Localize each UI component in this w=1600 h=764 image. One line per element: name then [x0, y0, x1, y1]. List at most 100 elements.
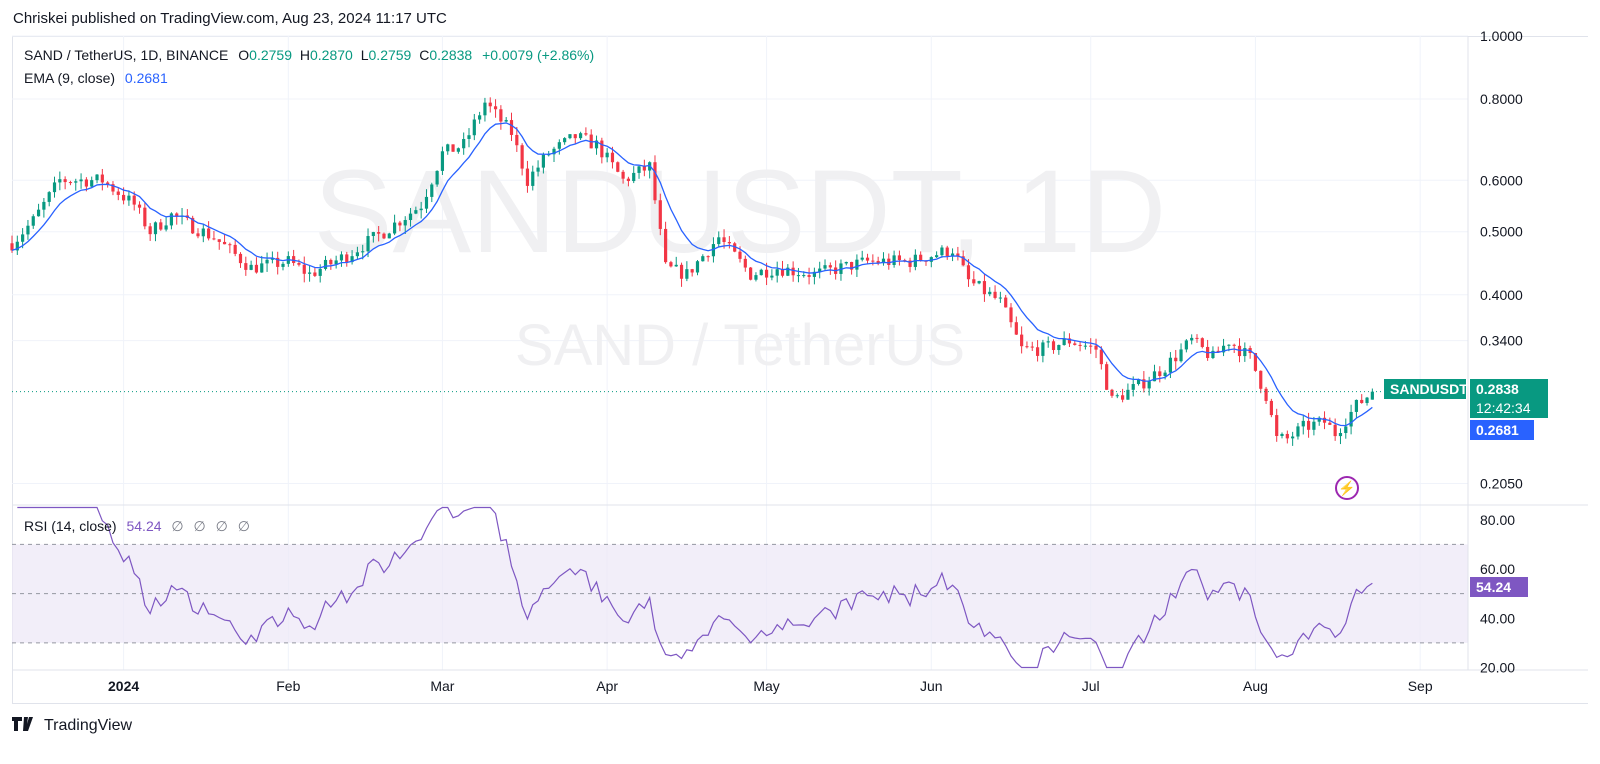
candle-body — [669, 262, 673, 267]
candle-body — [871, 260, 875, 262]
candle-body — [796, 275, 801, 277]
candle-body — [297, 263, 301, 265]
rsi-value-tag: 54.24 — [1470, 577, 1528, 597]
candle-body — [323, 259, 328, 269]
candle-body — [950, 253, 955, 257]
candle-body — [419, 208, 423, 211]
candle-body — [1020, 334, 1024, 347]
lightning-icon[interactable]: ⚡ — [1335, 476, 1359, 500]
candle-body — [345, 254, 349, 263]
candle-body — [1136, 379, 1141, 385]
candle-body — [329, 259, 333, 265]
candle-body — [36, 209, 41, 217]
candle-body — [132, 195, 136, 205]
candle-body — [1370, 391, 1374, 400]
candle-body — [1099, 349, 1103, 365]
symbol-price-tag: SANDUSDT — [1384, 379, 1468, 399]
candle-body — [478, 115, 482, 120]
candle-body — [169, 213, 174, 226]
candle-body — [1121, 395, 1125, 400]
date-tick-label: Jul — [1082, 678, 1100, 694]
rsi-tick-label: 20.00 — [1480, 660, 1515, 676]
rsi-polyline — [17, 506, 1373, 669]
candle-body — [281, 263, 285, 267]
candle-body — [881, 258, 886, 264]
rsi-line — [17, 506, 1373, 669]
candle-body — [531, 171, 535, 186]
candle-body — [106, 182, 110, 185]
symbol-title[interactable]: SAND / TetherUS, 1D, BINANCE — [24, 47, 229, 63]
candle-body — [701, 256, 705, 262]
tradingview-logo-icon — [12, 716, 38, 736]
date-tick-label: 2024 — [108, 678, 139, 694]
candle-body — [403, 220, 407, 226]
candle-body — [807, 275, 811, 277]
candle-body — [1073, 343, 1077, 345]
candle-body — [318, 268, 322, 276]
candles — [10, 97, 1374, 446]
candle-body — [1349, 411, 1353, 427]
candle-body — [1338, 433, 1343, 437]
candle-body — [462, 138, 466, 149]
candle-body — [897, 255, 902, 261]
candle-body — [58, 179, 62, 183]
candle-body — [276, 257, 280, 267]
rsi-band — [12, 543, 1468, 644]
candle-body — [1328, 422, 1332, 425]
price-tick-label: 0.4000 — [1480, 287, 1523, 303]
candle-body — [568, 134, 572, 139]
candle-body — [10, 243, 14, 251]
candle-body — [26, 225, 30, 235]
ema-line — [11, 122, 1373, 427]
candle-body — [956, 253, 960, 257]
candle-body — [1046, 341, 1050, 343]
candle-body — [143, 207, 147, 227]
candle-body — [972, 279, 976, 284]
candle-body — [116, 191, 120, 195]
countdown-tag: 12:42:34 — [1470, 398, 1548, 418]
candle-body — [313, 272, 317, 276]
candle-body — [690, 269, 694, 273]
candle-body — [435, 170, 439, 185]
candle-body — [749, 267, 753, 280]
candle-body — [722, 237, 726, 243]
candle-body — [1131, 384, 1135, 390]
candle-body — [685, 269, 689, 279]
candle-body — [573, 134, 577, 139]
rsi-label[interactable]: RSI (14, close) — [24, 518, 117, 534]
candle-body — [350, 256, 354, 263]
candle-body — [1025, 346, 1029, 348]
candle-body — [1105, 364, 1109, 390]
footer-brand[interactable]: TradingView — [44, 717, 133, 734]
candle-body — [616, 162, 620, 172]
candle-body — [1190, 337, 1194, 341]
ema-label[interactable]: EMA (9, close) — [24, 70, 116, 86]
candle-body — [228, 244, 232, 246]
candle-body — [15, 241, 19, 251]
candle-body — [1110, 389, 1114, 396]
candle-body — [557, 142, 561, 149]
rsi-symbol-4: ∅ — [237, 518, 250, 534]
candle-body — [249, 264, 253, 270]
candle-body — [446, 144, 450, 152]
candle-body — [679, 264, 684, 279]
candle-body — [1062, 338, 1066, 345]
candle-body — [552, 148, 556, 155]
date-tick-label: Jun — [920, 678, 943, 694]
candle-body — [393, 222, 397, 234]
candle-body — [31, 216, 35, 226]
candle-body — [770, 275, 774, 278]
rsi-legend: RSI (14, close) 54.24 ∅ ∅ ∅ ∅ — [24, 518, 250, 535]
candle-body — [536, 167, 540, 172]
ema-legend: EMA (9, close) 0.2681 — [24, 70, 168, 86]
candle-body — [47, 192, 51, 202]
candle-body — [148, 226, 152, 235]
candle-body — [733, 243, 737, 252]
candle-body — [1344, 426, 1348, 434]
candle-body — [1147, 381, 1151, 389]
candle-body — [908, 260, 912, 267]
candle-body — [1004, 297, 1008, 308]
candle-body — [855, 259, 859, 270]
candle-body — [935, 255, 939, 258]
